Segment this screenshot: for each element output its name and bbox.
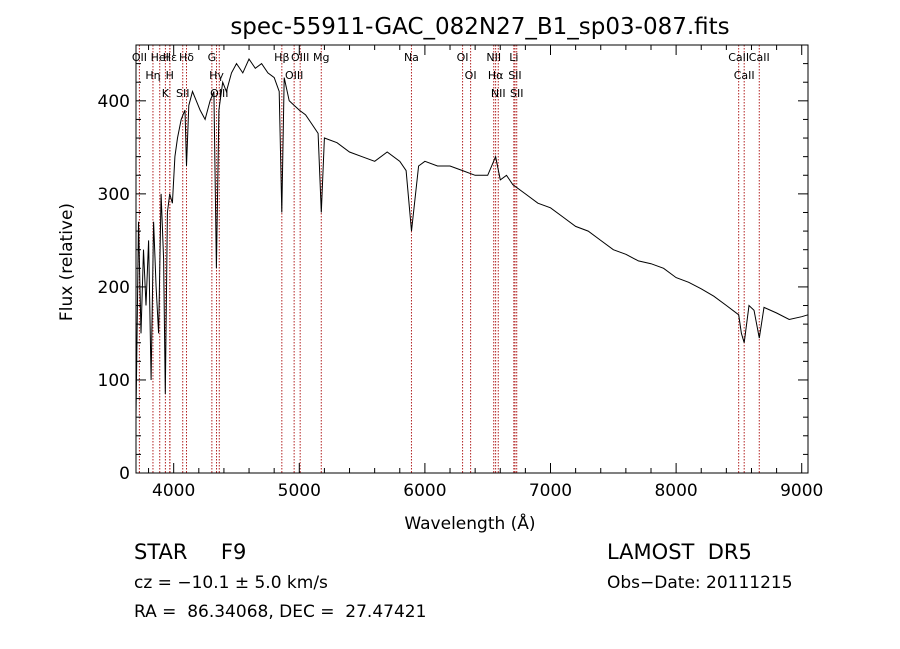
spectral-line-label: K — [162, 87, 170, 100]
x-tick-label: 8000 — [654, 481, 697, 501]
spectral-line-label: NII — [486, 51, 501, 64]
spectral-line-label: NII — [491, 87, 506, 100]
spectrum-series-line — [135, 57, 809, 418]
spectral-line-label: Hδ — [179, 51, 194, 64]
spectral-line-label: Hβ — [274, 51, 289, 64]
spectral-line-label: OI — [457, 51, 469, 64]
spectral-line-label: Hε — [163, 51, 177, 64]
x-tick-label: 6000 — [403, 481, 446, 501]
object-class: STAR F9 — [134, 540, 247, 564]
spectral-line-label: Hγ — [209, 69, 224, 82]
x-tick-label: 5000 — [278, 481, 321, 501]
y-tick-label: 200 — [98, 278, 130, 298]
spectral-line-label: OIII — [285, 69, 303, 82]
spectral-line-label: CaII — [734, 69, 755, 82]
spectral-line-label: Na — [404, 51, 419, 64]
spectral-line-label: HeI — [151, 51, 169, 64]
x-tick-label: 7000 — [529, 481, 572, 501]
spectral-line-label: OIII — [210, 87, 228, 100]
redshift-velocity: cz = −10.1 ± 5.0 km/s — [134, 573, 328, 593]
coordinates: RA = 86.34068, DEC = 27.47421 — [134, 602, 427, 622]
spectral-line-label: Mg — [313, 51, 329, 64]
y-axis-label: Flux (relative) — [57, 203, 77, 321]
spectral-line-markers — [138, 45, 760, 473]
spectral-line-label: OI — [465, 69, 477, 82]
spectral-line-label: G — [208, 51, 217, 64]
x-axis-label: Wavelength (Å) — [404, 512, 535, 534]
spectral-line-label: H — [166, 69, 174, 82]
spectral-line-label: Hα — [488, 69, 504, 82]
spectral-line-label: CaII — [728, 51, 749, 64]
survey-name: LAMOST DR5 — [607, 540, 752, 564]
observation-date: Obs−Date: 20111215 — [607, 573, 793, 593]
spectral-line-label: OIII — [291, 51, 309, 64]
spectral-line-label: CaII — [749, 51, 770, 64]
spectral-line-label: SII — [508, 69, 521, 82]
x-tick-label: 9000 — [780, 481, 823, 501]
plot-frame — [135, 44, 809, 474]
y-tick-label: 400 — [98, 92, 130, 112]
y-tick-label: 300 — [98, 185, 130, 205]
spectral-line-label: Li — [509, 51, 518, 64]
y-tick-label: 0 — [119, 464, 130, 484]
axis-ticks: 4000 5000 6000 7000 8000 9000 0 100 200 300 400 — [98, 45, 823, 501]
y-tick-label: 100 — [98, 371, 130, 391]
spectral-line-label: SII — [510, 87, 523, 100]
spectral-line-label: OII — [132, 51, 147, 64]
x-tick-label: 4000 — [152, 481, 195, 501]
chart-title: spec-55911-GAC_082N27_B1_sp03-087.fits — [230, 14, 729, 40]
spectral-line-label: SII — [176, 87, 189, 100]
spectral-line-label: Hη — [145, 69, 160, 82]
